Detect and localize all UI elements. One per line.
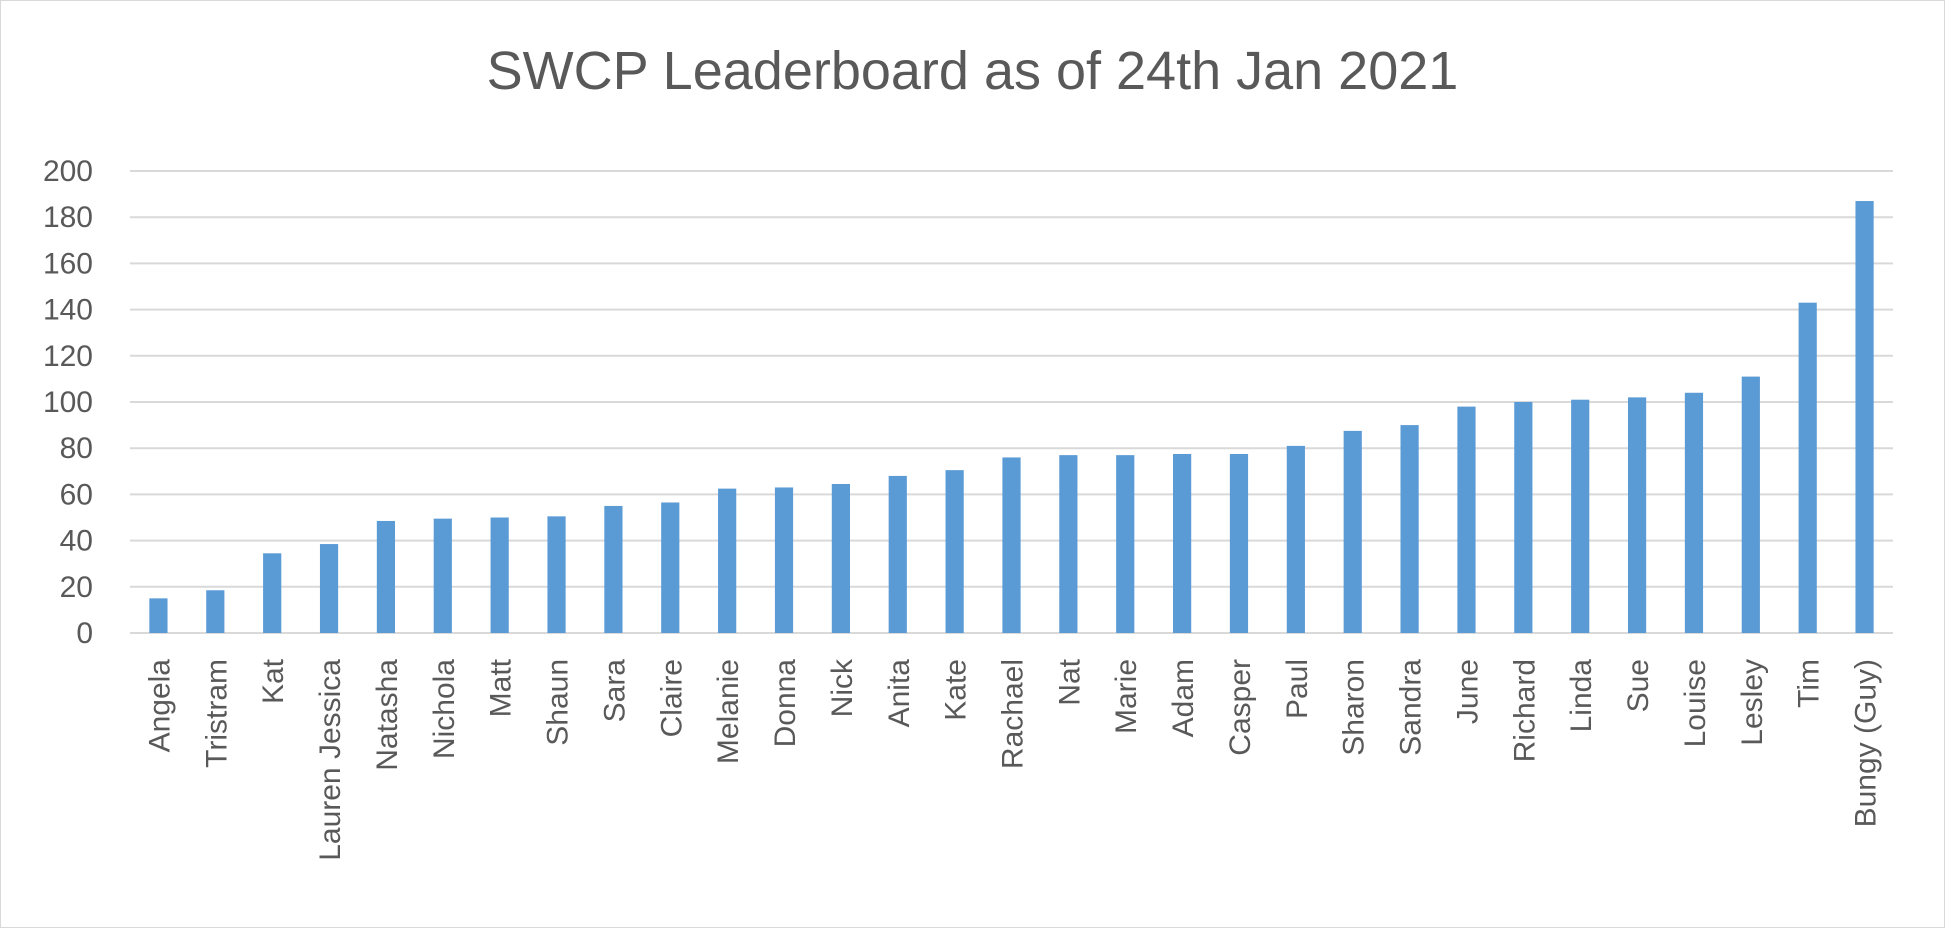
bar: [1457, 406, 1476, 633]
bar: [376, 520, 396, 633]
gridlines: [130, 170, 1893, 634]
bar: [1855, 201, 1874, 633]
x-category-label: Donna: [769, 659, 802, 748]
y-tick-label: 160: [43, 247, 93, 280]
y-tick-label: 60: [60, 478, 93, 511]
x-category-label: Kat: [257, 658, 290, 704]
x-category-label: Natasha: [371, 659, 404, 771]
bar: [1684, 392, 1704, 633]
bar: [490, 517, 509, 633]
y-tick-label: 0: [76, 617, 93, 650]
bar: [206, 590, 225, 633]
x-category-label: Nichola: [428, 659, 461, 759]
bar: [1343, 430, 1362, 633]
y-tick-label: 100: [43, 386, 93, 419]
x-category-label: Sue: [1622, 659, 1655, 712]
x-category-label: Tim: [1793, 659, 1826, 708]
bar: [888, 475, 907, 633]
x-category-label: Sandra: [1395, 659, 1428, 756]
bar: [774, 487, 794, 633]
x-category-label: Sharon: [1338, 659, 1371, 756]
bar: [604, 505, 623, 633]
bar: [433, 518, 452, 633]
x-category-label: Claire: [655, 659, 688, 737]
x-category-label: Nat: [1053, 658, 1086, 705]
chart-title: SWCP Leaderboard as of 24th Jan 2021: [486, 41, 1459, 101]
bar: [149, 598, 168, 633]
x-category-label: Nick: [826, 658, 859, 717]
x-category-label: Lesley: [1736, 659, 1769, 746]
bar: [1400, 425, 1419, 633]
bar: [945, 470, 964, 633]
x-category-label: Paul: [1281, 659, 1314, 719]
x-category-label: Casper: [1224, 659, 1257, 756]
bar: [1627, 397, 1647, 633]
bars: [149, 201, 1874, 633]
bar: [1741, 376, 1760, 633]
y-tick-label: 200: [43, 155, 93, 188]
bar: [831, 484, 850, 633]
y-tick-label: 20: [60, 571, 93, 604]
bar: [1229, 453, 1249, 633]
bar: [718, 488, 737, 633]
x-category-label: Shaun: [542, 659, 575, 746]
y-tick-label: 40: [60, 525, 93, 558]
bar: [547, 516, 566, 633]
x-category-label: Adam: [1167, 659, 1200, 737]
x-category-label: Melanie: [712, 659, 745, 764]
x-category-label: Louise: [1679, 659, 1712, 747]
bar: [319, 544, 339, 633]
x-category-label: Bungy (Guy): [1850, 659, 1883, 827]
y-tick-label: 80: [60, 432, 93, 465]
x-category-label: Sara: [598, 659, 631, 723]
y-tick-label: 120: [43, 340, 93, 373]
y-axis-ticks: 0 20 40 60 80 100 120 140 160 180 200: [43, 155, 93, 650]
y-tick-label: 180: [43, 201, 93, 234]
x-category-label: Marie: [1110, 659, 1143, 734]
x-category-label: Lauren Jessica: [314, 659, 347, 861]
x-category-label: Kate: [940, 659, 973, 721]
x-category-label: Matt: [485, 658, 518, 717]
bar: [1514, 402, 1533, 633]
x-category-label: Rachael: [997, 659, 1030, 769]
x-category-label: Anita: [883, 659, 916, 728]
x-category-label: June: [1451, 659, 1484, 724]
bar: [1286, 445, 1305, 633]
bar: [1798, 302, 1817, 633]
bar: [1173, 453, 1192, 633]
bar: [1002, 457, 1021, 633]
x-axis-categories: Angela Tristram Kat Lauren Jessica Natasha Ni…: [143, 658, 1882, 861]
x-category-label: Tristram: [200, 659, 233, 768]
x-category-label: Richard: [1508, 659, 1541, 762]
bar: [1116, 455, 1135, 633]
bar: [263, 553, 282, 633]
x-category-label: Angela: [143, 659, 176, 753]
y-tick-label: 140: [43, 294, 93, 327]
x-category-label: Linda: [1565, 659, 1598, 733]
bar: [1059, 455, 1078, 633]
bar: [1571, 399, 1590, 633]
bar: [661, 502, 680, 633]
